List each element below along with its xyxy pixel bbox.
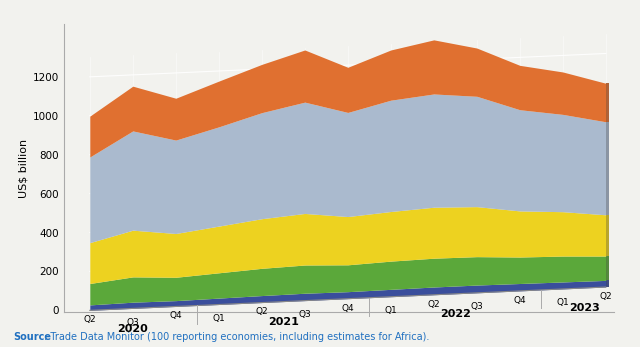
Text: Q4: Q4 [342, 304, 354, 313]
Y-axis label: US$ billion: US$ billion [19, 139, 29, 198]
Text: Q4: Q4 [513, 296, 526, 305]
Text: Q3: Q3 [470, 302, 483, 311]
Text: 2023: 2023 [569, 303, 600, 313]
Text: 2020: 2020 [117, 324, 148, 334]
Text: Q1: Q1 [385, 306, 397, 315]
Text: 2021: 2021 [268, 317, 299, 327]
Text: Q2: Q2 [600, 292, 612, 301]
Text: Q1: Q1 [212, 314, 225, 323]
Text: Q3: Q3 [127, 318, 139, 327]
Text: Q2: Q2 [255, 307, 268, 316]
Text: Source: Source [13, 332, 51, 342]
Text: : Trade Data Monitor (100 reporting economies, including estimates for Africa).: : Trade Data Monitor (100 reporting econ… [44, 332, 429, 342]
Text: Q4: Q4 [170, 311, 182, 320]
Text: Q3: Q3 [298, 310, 311, 319]
Text: Q1: Q1 [556, 298, 569, 307]
Text: Q2: Q2 [83, 315, 96, 324]
Text: Q2: Q2 [428, 300, 440, 308]
Text: 2022: 2022 [440, 309, 471, 319]
